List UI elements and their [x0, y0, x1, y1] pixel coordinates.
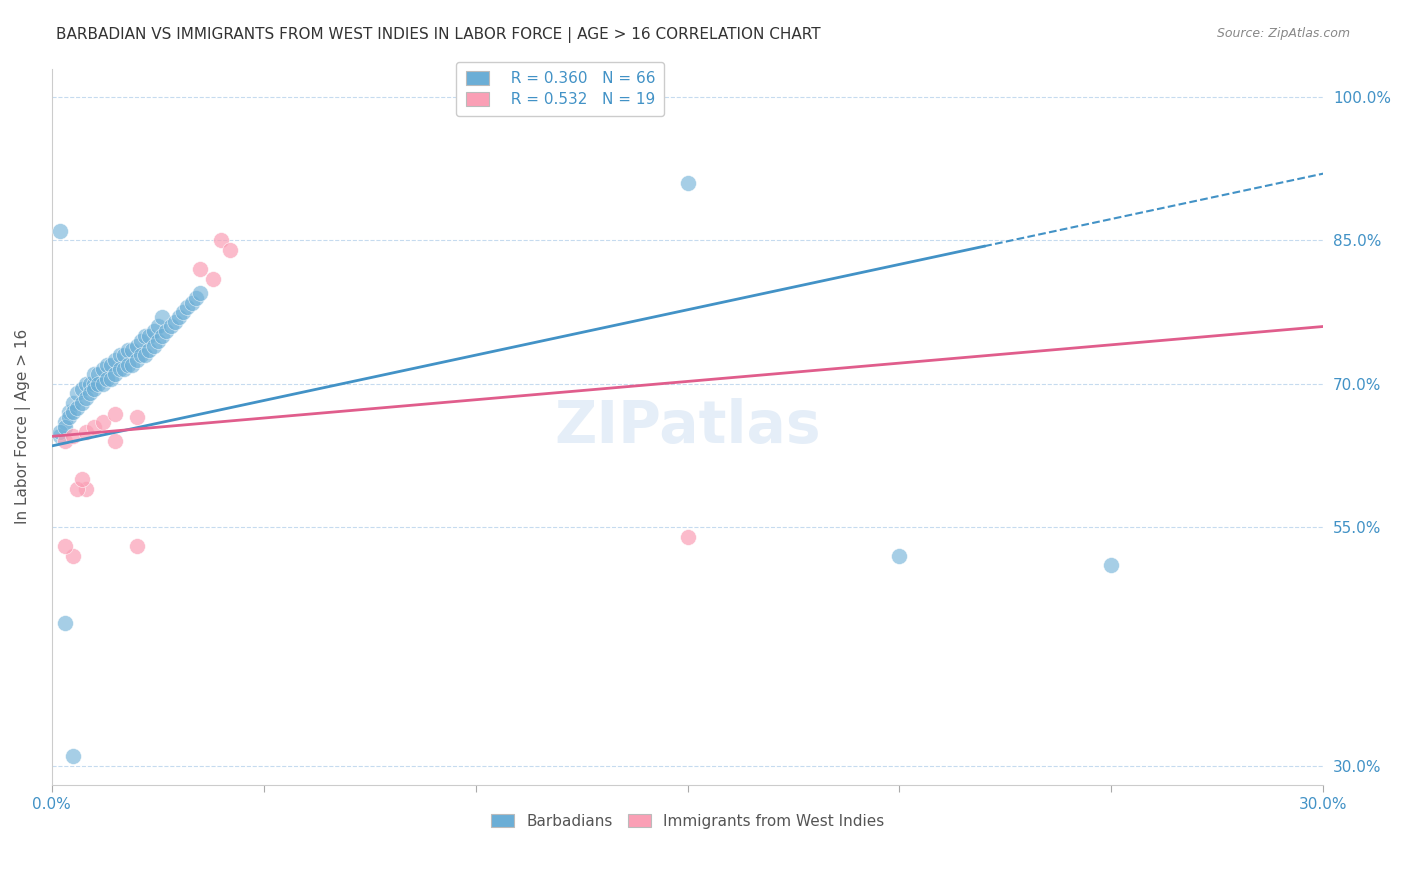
Point [53, 419, 76, 434]
Point [150, 329, 173, 343]
Text: BARBADIAN VS IMMIGRANTS FROM WEST INDIES IN LABOR FORCE | AGE > 16 CORRELATION C: BARBADIAN VS IMMIGRANTS FROM WEST INDIES… [56, 27, 821, 43]
Point [117, 358, 139, 372]
Point [121, 358, 143, 372]
Point [58, 410, 80, 425]
Point [138, 329, 160, 343]
Point [218, 243, 240, 257]
Point [117, 343, 139, 358]
Point [167, 310, 190, 324]
Point [70, 396, 93, 410]
Point [53, 539, 76, 553]
Point [129, 334, 152, 348]
Point [79, 386, 101, 401]
Point [87, 376, 110, 391]
Point [155, 324, 177, 338]
Point [1099, 558, 1122, 573]
Point [75, 425, 97, 439]
Point [125, 410, 148, 425]
Point [188, 286, 211, 301]
Point [159, 319, 181, 334]
Text: ZIPatlas: ZIPatlas [554, 399, 821, 455]
Point [112, 348, 135, 362]
Point [62, 429, 84, 443]
Point [108, 348, 131, 362]
Point [83, 368, 105, 382]
Point [146, 319, 169, 334]
Point [676, 530, 699, 544]
Point [142, 338, 165, 352]
Point [62, 405, 84, 419]
Point [138, 343, 160, 358]
Point [75, 391, 97, 405]
Point [188, 262, 211, 277]
Point [163, 315, 186, 329]
Point [75, 482, 97, 496]
Point [134, 329, 156, 343]
Point [66, 386, 89, 401]
Point [66, 482, 89, 496]
Point [49, 425, 72, 439]
Point [121, 343, 143, 358]
Point [91, 415, 114, 429]
Point [53, 434, 76, 449]
Point [75, 376, 97, 391]
Point [180, 295, 202, 310]
Point [62, 396, 84, 410]
Point [87, 368, 110, 382]
Point [104, 368, 127, 382]
Point [83, 382, 105, 396]
Point [49, 429, 72, 443]
Text: Source: ZipAtlas.com: Source: ZipAtlas.com [1216, 27, 1350, 40]
Point [91, 376, 114, 391]
Point [83, 419, 105, 434]
Point [49, 224, 72, 238]
Point [104, 353, 127, 368]
Point [209, 234, 232, 248]
Point [129, 348, 152, 362]
Point [62, 749, 84, 764]
Point [70, 382, 93, 396]
Point [134, 348, 156, 362]
Point [96, 372, 118, 386]
Point [676, 176, 699, 190]
Point [91, 362, 114, 376]
Point [146, 334, 169, 348]
Point [53, 615, 76, 630]
Point [58, 405, 80, 419]
Point [108, 362, 131, 376]
Point [96, 358, 118, 372]
Point [62, 549, 84, 563]
Point [125, 338, 148, 352]
Point [125, 353, 148, 368]
Point [66, 401, 89, 415]
Point [53, 415, 76, 429]
Point [201, 271, 224, 285]
Point [176, 301, 198, 315]
Point [100, 358, 122, 372]
Point [150, 310, 173, 324]
Point [889, 549, 911, 563]
Legend: Barbadians, Immigrants from West Indies: Barbadians, Immigrants from West Indies [485, 807, 890, 835]
Y-axis label: In Labor Force | Age > 16: In Labor Force | Age > 16 [15, 329, 31, 524]
Point [104, 408, 127, 422]
Point [104, 434, 127, 449]
Point [142, 324, 165, 338]
Point [172, 305, 194, 319]
Point [83, 376, 105, 391]
Point [100, 372, 122, 386]
Point [184, 291, 207, 305]
Point [112, 362, 135, 376]
Point [125, 539, 148, 553]
Point [79, 376, 101, 391]
Point [70, 472, 93, 486]
